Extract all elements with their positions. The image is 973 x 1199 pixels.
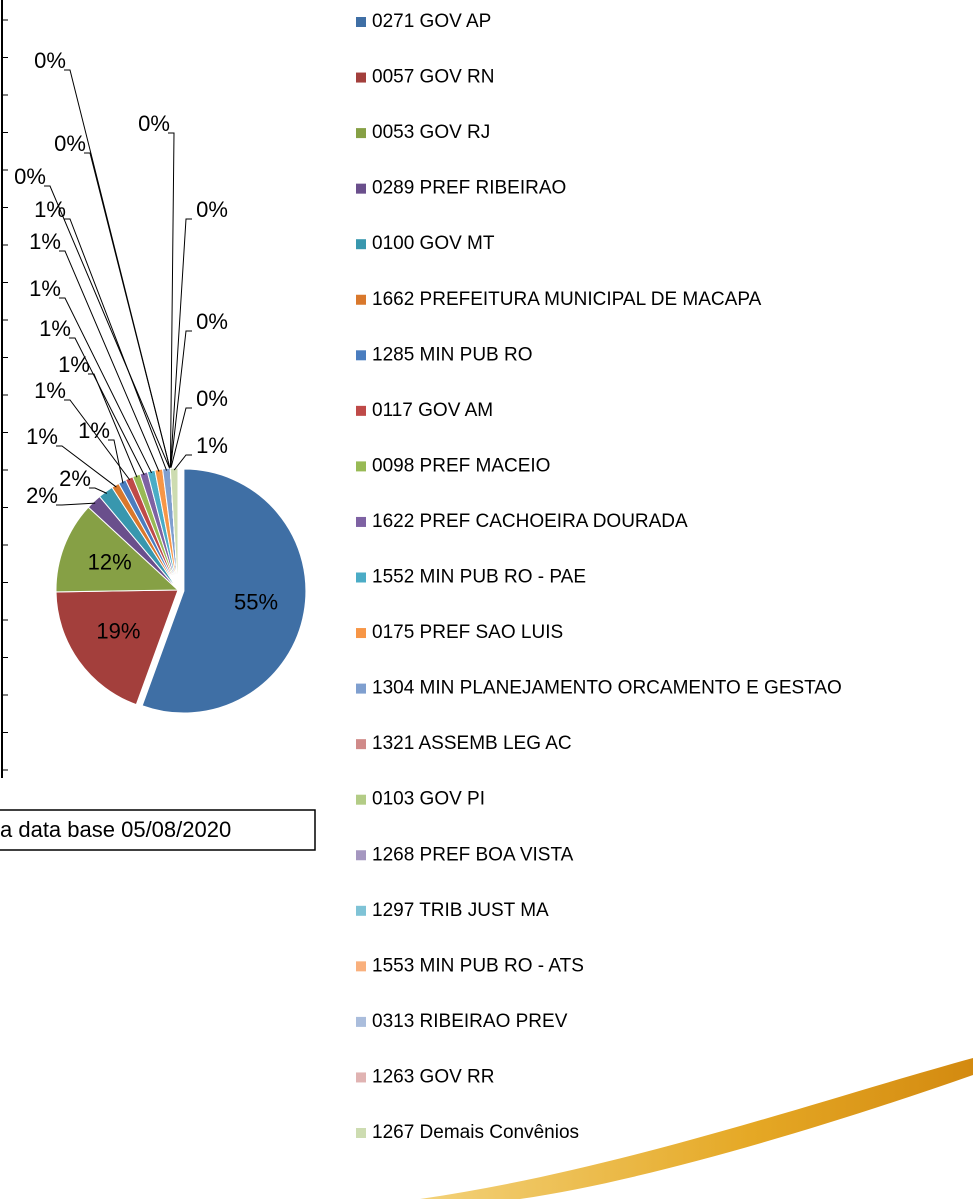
- note-text: a data base 05/08/2020: [0, 817, 231, 842]
- legend-label: 0053 GOV RJ: [372, 122, 490, 143]
- legend-label: 0057 GOV RN: [372, 67, 495, 88]
- legend-label: 0100 GOV MT: [372, 233, 495, 254]
- leader-line: [44, 185, 171, 471]
- legend-label: 1285 MIN PUB RO: [372, 344, 533, 365]
- legend-label: 1263 GOV RR: [372, 1066, 495, 1087]
- leader-line: [59, 250, 160, 472]
- leader-line: [64, 399, 131, 481]
- legend-label: 0098 PREF MACEIO: [372, 455, 550, 476]
- leader-line: [169, 330, 192, 471]
- slice-label: 0%: [196, 309, 228, 334]
- leader-line: [64, 69, 171, 471]
- legend-swatch: [356, 628, 366, 639]
- legend-swatch: [356, 72, 366, 83]
- slice-label: 0%: [196, 386, 228, 411]
- legend-swatch: [356, 739, 366, 750]
- slice-label: 1%: [39, 316, 71, 341]
- legend-label: 1622 PREF CACHOEIRA DOURADA: [372, 511, 688, 532]
- legend-swatch: [356, 905, 366, 916]
- legend-label: 0103 GOV PI: [372, 789, 485, 810]
- legend-label: 1662 PREFEITURA MUNICIPAL DE MACAPA: [372, 289, 762, 310]
- leader-line: [59, 297, 153, 474]
- slice-label: 2%: [59, 466, 91, 491]
- leader-line: [64, 218, 168, 471]
- slice-label: 55%: [234, 590, 278, 615]
- legend-label: 1297 TRIB JUST MA: [372, 900, 549, 921]
- legend-swatch: [356, 1128, 366, 1138]
- pie-slice: [55, 589, 179, 706]
- slice-label: 0%: [14, 164, 46, 189]
- leader-line: [168, 132, 175, 471]
- slice-label: 1%: [58, 352, 90, 377]
- leader-line: [56, 445, 117, 488]
- leader-line: [169, 407, 192, 471]
- slice-label: 1%: [78, 418, 110, 443]
- legend-swatch: [356, 294, 366, 305]
- pie-slice: [141, 468, 307, 714]
- pie: 55%19%12%2%2%1% 1%1%1%1%1%1%1%0%0%0%0%0%0…: [14, 48, 307, 714]
- slice-label: 19%: [96, 618, 140, 643]
- slice-label: 1%: [29, 229, 61, 254]
- frame-ticks: [2, 19, 8, 771]
- pie-slice: [169, 467, 179, 591]
- legend-swatch: [356, 17, 366, 27]
- leader-line: [56, 502, 96, 506]
- legend-label: 0289 PREF RIBEIRAO: [372, 178, 566, 199]
- legend-swatch: [356, 1072, 366, 1083]
- legend-swatch: [356, 850, 366, 861]
- slice-label: 1%: [34, 378, 66, 403]
- legend-swatch: [356, 794, 366, 805]
- legend-label: 0271 GOV AP: [372, 11, 491, 32]
- legend-label: 0117 GOV AM: [372, 400, 493, 421]
- slice-label: 1%: [29, 276, 61, 301]
- legend-swatch: [356, 128, 366, 139]
- legend-label: 1304 MIN PLANEJAMENTO ORCAMENTO E GESTAO: [372, 678, 842, 699]
- leader-line: [88, 373, 138, 478]
- slice-label: 1%: [26, 424, 58, 449]
- legend-label: 1553 MIN PUB RO - ATS: [372, 955, 584, 976]
- slice-label: 12%: [88, 550, 132, 575]
- legend-swatch: [356, 350, 366, 361]
- legend-swatch: [356, 961, 366, 972]
- slice-label: 0%: [196, 197, 228, 222]
- leader-line: [108, 439, 124, 484]
- legend-label: 1268 PREF BOA VISTA: [372, 844, 574, 865]
- legend-label: 0313 RIBEIRAO PREV: [372, 1011, 568, 1032]
- slice-label: 1%: [196, 433, 228, 458]
- slice-label: 0%: [138, 111, 170, 136]
- legend-swatch: [356, 405, 366, 416]
- legend-swatch: [356, 572, 366, 583]
- leader-line: [89, 487, 108, 494]
- slice-label: 0%: [34, 48, 66, 73]
- legend-swatch: [356, 461, 366, 472]
- leader-line: [173, 454, 192, 471]
- legend-label: 1321 ASSEMB LEG AC: [372, 733, 572, 754]
- legend: 0271 GOV AP 0057 GOV RN 0053 GOV RJ 0289 PR…: [356, 11, 842, 1143]
- legend-swatch: [356, 239, 366, 250]
- slice-label: 2%: [26, 483, 58, 508]
- legend-swatch: [356, 516, 366, 527]
- leader-line: [69, 337, 145, 476]
- legend-swatch: [356, 683, 366, 694]
- legend-label: 0175 PREF SAO LUIS: [372, 622, 563, 643]
- legend-swatch: [356, 183, 366, 194]
- legend-label: 1552 MIN PUB RO - PAE: [372, 567, 586, 588]
- leader-line: [169, 218, 192, 471]
- pie-slice: [55, 506, 180, 593]
- note-box: [0, 809, 316, 851]
- legend-label: 1267 Demais Convênios: [372, 1122, 579, 1143]
- slice-label: 0%: [54, 131, 86, 156]
- legend-swatch: [356, 1016, 366, 1027]
- slice-label: 1%: [34, 197, 66, 222]
